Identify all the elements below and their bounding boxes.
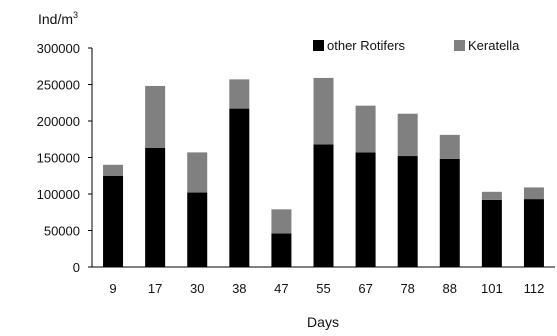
bar-other-rotifers-30 <box>187 192 208 267</box>
y-tick-label: 200000 <box>37 114 80 129</box>
bar-other-rotifers-112 <box>523 199 544 267</box>
x-tick-label: 78 <box>400 281 414 296</box>
y-tick-label: 300000 <box>37 41 80 56</box>
x-tick-label: 55 <box>316 281 330 296</box>
y-tick-label: 150000 <box>37 151 80 166</box>
y-tick-label: 100000 <box>37 187 80 202</box>
legend-swatch-keratella <box>454 40 465 51</box>
bar-other-rotifers-38 <box>229 108 250 267</box>
bar-keratella-78 <box>397 113 418 157</box>
x-tick-label: 112 <box>524 281 545 296</box>
x-tick-label: 30 <box>190 281 204 296</box>
y-axis-label: Ind/m3 <box>38 10 78 27</box>
legend-label-other-rotifers: other Rotifers <box>327 38 406 53</box>
bar-keratella-101 <box>481 191 502 200</box>
x-tick-label: 101 <box>481 281 503 296</box>
bar-keratella-9 <box>103 164 124 176</box>
y-tick-label: 0 <box>73 260 80 275</box>
y-axis-ticks: 0 50000 100000 150000 200000 250000 300000 <box>37 41 92 275</box>
x-axis-ticks: 9 17 30 38 47 55 67 78 88 101 112 <box>109 281 544 296</box>
bar-other-rotifers-67 <box>355 152 376 267</box>
bar-keratella-30 <box>187 152 208 193</box>
x-axis-label: Days <box>307 314 339 330</box>
bar-keratella-55 <box>313 77 334 145</box>
bar-keratella-112 <box>523 187 544 200</box>
bar-other-rotifers-101 <box>481 199 502 267</box>
x-tick-label: 88 <box>443 281 457 296</box>
bar-keratella-67 <box>355 105 376 153</box>
bar-other-rotifers-47 <box>271 233 292 267</box>
x-tick-label: 47 <box>274 281 288 296</box>
bar-keratella-47 <box>271 209 292 234</box>
bar-other-rotifers-55 <box>313 144 334 267</box>
bar-keratella-38 <box>229 79 250 109</box>
legend: other Rotifers Keratella <box>313 38 520 53</box>
bar-other-rotifers-88 <box>439 158 460 267</box>
y-tick-label: 250000 <box>37 78 80 93</box>
x-tick-label: 9 <box>109 281 116 296</box>
bar-other-rotifers-17 <box>145 148 166 267</box>
bar-keratella-17 <box>145 85 166 149</box>
bar-other-rotifers-9 <box>103 175 124 267</box>
bar-keratella-88 <box>439 134 460 159</box>
y-axis-label-superscript: 3 <box>73 10 78 20</box>
bar-other-rotifers-78 <box>397 156 418 267</box>
x-tick-label: 38 <box>232 281 246 296</box>
x-tick-label: 17 <box>148 281 162 296</box>
y-tick-label: 50000 <box>44 224 80 239</box>
legend-label-keratella: Keratella <box>468 38 520 53</box>
legend-swatch-other-rotifers <box>313 40 324 51</box>
x-tick-label: 67 <box>358 281 372 296</box>
bars <box>103 77 544 267</box>
